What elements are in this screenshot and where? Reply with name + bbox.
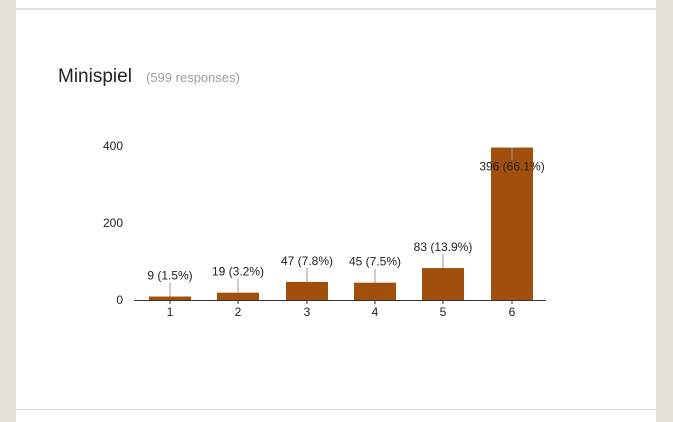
x-tick-label: 2: [235, 305, 242, 319]
x-tick-label: 3: [304, 305, 311, 319]
question-title: Minispiel: [58, 66, 132, 87]
bar: [422, 268, 464, 300]
y-tick-label: 400: [103, 139, 123, 153]
y-tick-label: 0: [116, 293, 123, 307]
response-count: (599 responses): [146, 70, 240, 85]
question-summary-card: [16, 10, 656, 409]
data-label: 83 (13.9%): [414, 240, 473, 254]
bar: [286, 281, 328, 300]
bar: [491, 147, 533, 300]
bar: [354, 282, 396, 300]
data-label: 19 (3.2%): [212, 265, 264, 279]
bar: [217, 292, 259, 300]
x-tick-label: 4: [372, 305, 379, 319]
data-label: 45 (7.5%): [349, 255, 401, 269]
data-label: 9 (1.5%): [147, 269, 192, 283]
bar: [149, 296, 191, 300]
x-tick-label: 1: [167, 305, 174, 319]
previous-card-edge: [16, 0, 656, 9]
x-tick-label: 6: [509, 305, 516, 319]
y-tick-label: 200: [103, 216, 123, 230]
x-tick-label: 5: [440, 305, 447, 319]
data-label: 47 (7.8%): [281, 254, 333, 268]
data-label: 396 (66.1%): [479, 160, 544, 174]
